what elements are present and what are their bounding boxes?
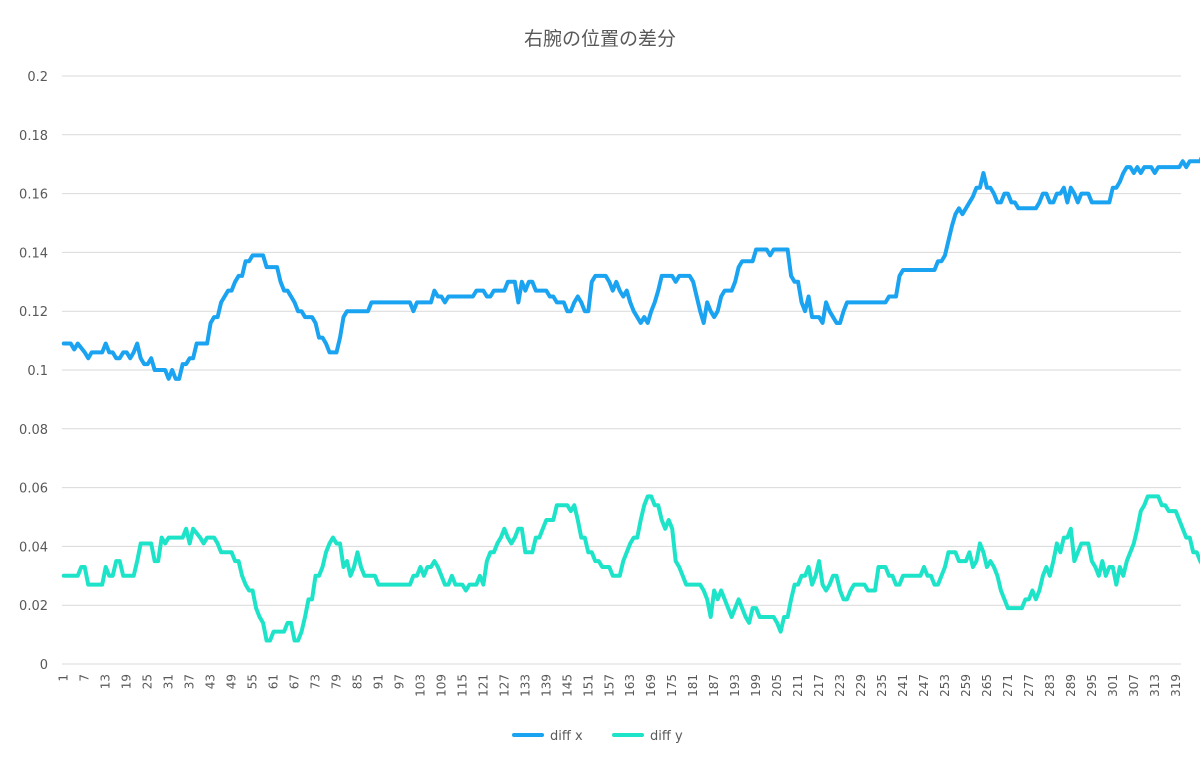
- x-tick-label: 193: [728, 674, 742, 697]
- y-tick-label: 0.12: [19, 305, 48, 320]
- x-tick-label: 49: [225, 674, 239, 689]
- x-tick-label: 259: [959, 674, 973, 697]
- x-tick-label: 235: [875, 674, 889, 697]
- x-tick-label: 61: [267, 674, 281, 689]
- chart-title: 右腕の位置の差分: [524, 28, 676, 50]
- x-tick-label: 73: [309, 674, 323, 689]
- x-tick-label: 43: [204, 674, 218, 689]
- y-tick-label: 0.14: [19, 246, 48, 261]
- x-tick-label: 13: [99, 674, 113, 689]
- x-tick-label: 247: [917, 674, 931, 697]
- x-tick-label: 307: [1127, 674, 1141, 697]
- x-tick-label: 19: [120, 674, 134, 689]
- y-tick-label: 0.02: [19, 599, 48, 614]
- grid-layer: [62, 75, 1181, 665]
- y-tick-label: 0.06: [19, 482, 48, 497]
- x-tick-label: 241: [896, 674, 910, 697]
- x-tick-label: 103: [413, 674, 427, 697]
- y-tick-label: 0.18: [19, 129, 48, 144]
- legend-label-diff-y: diff y: [650, 729, 683, 744]
- y-tick-label: 0: [40, 658, 48, 673]
- y-tick-label: 0.1: [27, 364, 48, 379]
- x-tick-label: 265: [980, 674, 994, 697]
- x-tick-label: 205: [770, 674, 784, 697]
- x-tick-label: 277: [1022, 674, 1036, 697]
- x-axis-ticks: 1 7 13 19 25 31 37 43 49 55 61 67 73 79 85 91 97 103 109 11…: [57, 674, 1183, 697]
- x-tick-label: 67: [288, 674, 302, 689]
- x-tick-label: 7: [78, 674, 92, 682]
- x-tick-label: 55: [246, 674, 260, 689]
- x-tick-label: 127: [497, 674, 511, 697]
- x-tick-label: 289: [1064, 674, 1078, 697]
- x-tick-label: 133: [518, 674, 532, 697]
- x-tick-label: 271: [1001, 674, 1015, 697]
- x-tick-label: 175: [665, 674, 679, 697]
- x-tick-label: 1: [57, 674, 71, 682]
- x-tick-label: 211: [791, 674, 805, 697]
- x-tick-label: 151: [581, 674, 595, 697]
- x-tick-label: 163: [623, 674, 637, 697]
- x-tick-label: 115: [455, 674, 469, 697]
- legend: diff x diff y: [512, 729, 683, 744]
- y-tick-label: 0.08: [19, 423, 48, 438]
- y-tick-label: 0.16: [19, 188, 48, 203]
- x-tick-label: 37: [183, 674, 197, 689]
- x-tick-label: 313: [1148, 674, 1162, 697]
- x-tick-label: 295: [1085, 674, 1099, 697]
- series-layer: [61, 156, 1200, 643]
- x-tick-label: 301: [1106, 674, 1120, 697]
- legend-label-diff-x: diff x: [550, 729, 583, 744]
- x-tick-label: 85: [350, 674, 364, 689]
- x-tick-label: 217: [812, 674, 826, 697]
- x-tick-label: 187: [707, 674, 721, 697]
- x-tick-label: 169: [644, 674, 658, 697]
- x-tick-label: 25: [141, 674, 155, 689]
- x-tick-label: 79: [330, 674, 344, 689]
- y-axis-ticks: 0 0.02 0.04 0.06 0.08 0.1 0.12 0.14 0.16 0.18 0.2: [19, 70, 48, 673]
- x-tick-label: 145: [560, 674, 574, 697]
- y-tick-label: 0.2: [27, 70, 48, 85]
- x-tick-label: 139: [539, 674, 553, 697]
- series-line-diff-x: [61, 156, 1200, 381]
- x-tick-label: 199: [749, 674, 763, 697]
- y-tick-label: 0.04: [19, 540, 48, 555]
- x-tick-label: 223: [833, 674, 847, 697]
- x-tick-label: 97: [392, 674, 406, 689]
- x-tick-label: 109: [434, 674, 448, 697]
- x-tick-label: 283: [1043, 674, 1057, 697]
- x-tick-label: 253: [938, 674, 952, 697]
- x-tick-label: 319: [1169, 674, 1183, 697]
- x-tick-label: 121: [476, 674, 490, 697]
- x-tick-label: 229: [854, 674, 868, 697]
- x-tick-label: 181: [686, 674, 700, 697]
- x-tick-label: 157: [602, 674, 616, 697]
- x-tick-label: 91: [371, 674, 385, 689]
- series-line-diff-y: [61, 494, 1200, 643]
- x-tick-label: 31: [162, 674, 176, 689]
